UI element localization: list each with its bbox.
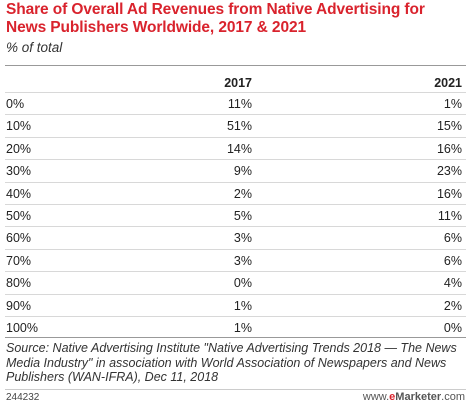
row-label: 80% <box>6 276 32 291</box>
cell-2021: 2% <box>443 298 462 313</box>
cell-2017: 2% <box>233 186 252 201</box>
cell-2021: 16% <box>436 186 462 201</box>
cell-2021: 15% <box>436 119 462 134</box>
chart-title: Share of Overall Ad Revenues from Native… <box>6 1 425 36</box>
header-divider <box>5 65 466 66</box>
row-label: 50% <box>6 208 32 223</box>
cell-2017: 1% <box>233 298 252 313</box>
data-table: 0% 11% 1% 10% 51% 15% 20% 14% 16% 30% 9% 23% 40% 2% 16… <box>5 92 466 339</box>
row-label: 90% <box>6 298 32 313</box>
cell-2021: 6% <box>443 231 462 246</box>
row-label: 70% <box>6 253 32 268</box>
table-row: 20% 14% 16% <box>5 136 466 159</box>
chart-id: 244232 <box>6 392 40 403</box>
table-row: 50% 5% 11% <box>5 203 466 226</box>
row-label: 20% <box>6 141 32 156</box>
cell-2017: 3% <box>233 231 252 246</box>
table-row: 60% 3% 6% <box>5 226 466 248</box>
cell-2021: 0% <box>443 320 462 335</box>
column-header-2021: 2021 <box>434 76 462 90</box>
cell-2017: 3% <box>233 253 252 268</box>
brand-logo[interactable]: www.eMarketer.com <box>363 391 465 403</box>
cell-2021: 16% <box>436 141 462 156</box>
cell-2017: 5% <box>233 208 252 223</box>
source-note: Source: Native Advertising Institute "Na… <box>6 341 457 384</box>
table-row: 0% 11% 1% <box>5 92 466 114</box>
column-header-2017: 2017 <box>224 76 252 90</box>
cell-2021: 4% <box>443 276 462 291</box>
cell-2017: 9% <box>233 164 252 179</box>
row-label: 100% <box>6 320 38 335</box>
brand-name: Marketer <box>395 391 442 403</box>
cell-2021: 6% <box>443 253 462 268</box>
table-row: 30% 9% 23% <box>5 159 466 181</box>
cell-2017: 14% <box>226 141 252 156</box>
cell-2017: 11% <box>227 97 252 111</box>
chart-subtitle: % of total <box>6 40 63 55</box>
cell-2017: 51% <box>226 119 252 134</box>
brand-prefix: www. <box>362 391 390 403</box>
table-row: 10% 51% 15% <box>5 114 466 136</box>
brand-e: e <box>389 391 396 403</box>
cell-2021: 23% <box>436 164 462 179</box>
cell-2021: 11% <box>437 208 462 223</box>
table-row: 40% 2% 16% <box>5 181 466 204</box>
footer-divider <box>5 389 466 390</box>
table-row: 70% 3% 6% <box>5 248 466 271</box>
cell-2017: 1% <box>233 320 252 335</box>
table-row: 80% 0% 4% <box>5 271 466 293</box>
row-label: 60% <box>6 231 32 246</box>
brand-suffix: .com <box>441 391 465 403</box>
row-label: 0% <box>6 97 25 111</box>
cell-2021: 1% <box>443 97 462 111</box>
table-row: 90% 1% 2% <box>5 293 466 316</box>
row-label: 40% <box>6 186 32 201</box>
row-label: 30% <box>6 164 32 179</box>
table-row: 100% 1% 0% <box>5 315 466 339</box>
cell-2017: 0% <box>233 276 252 291</box>
row-label: 10% <box>6 119 32 134</box>
